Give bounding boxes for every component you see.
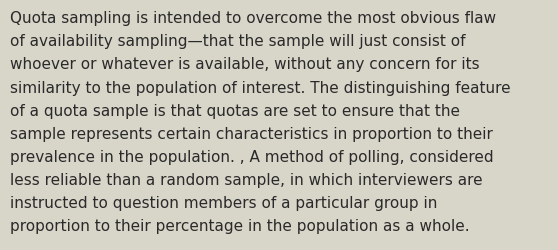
Text: instructed to question members of a particular group in: instructed to question members of a part… — [10, 195, 437, 210]
Text: less reliable than a random sample, in which interviewers are: less reliable than a random sample, in w… — [10, 172, 483, 187]
Text: sample represents certain characteristics in proportion to their: sample represents certain characteristic… — [10, 126, 493, 141]
Text: similarity to the population of interest. The distinguishing feature: similarity to the population of interest… — [10, 80, 511, 95]
Text: proportion to their percentage in the population as a whole.: proportion to their percentage in the po… — [10, 218, 470, 233]
Text: whoever or whatever is available, without any concern for its: whoever or whatever is available, withou… — [10, 57, 480, 72]
Text: prevalence in the population. , A method of polling, considered: prevalence in the population. , A method… — [10, 149, 494, 164]
Text: Quota sampling is intended to overcome the most obvious flaw: Quota sampling is intended to overcome t… — [10, 11, 496, 26]
Text: of availability sampling—that the sample will just consist of: of availability sampling—that the sample… — [10, 34, 465, 49]
Text: of a quota sample is that quotas are set to ensure that the: of a quota sample is that quotas are set… — [10, 103, 460, 118]
